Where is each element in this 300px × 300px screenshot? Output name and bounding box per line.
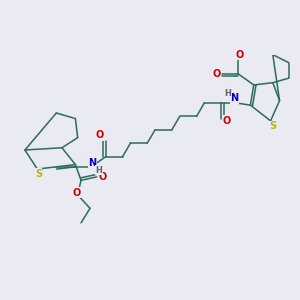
Text: N: N [88, 158, 96, 169]
Text: O: O [223, 116, 231, 126]
Text: O: O [98, 172, 106, 182]
Text: H: H [95, 166, 102, 175]
Text: O: O [72, 188, 81, 198]
Text: O: O [235, 50, 243, 60]
Text: S: S [35, 169, 42, 178]
Text: H: H [224, 89, 231, 98]
Text: N: N [231, 93, 239, 103]
Text: O: O [96, 130, 104, 140]
Text: O: O [213, 69, 221, 79]
Text: S: S [269, 122, 276, 131]
